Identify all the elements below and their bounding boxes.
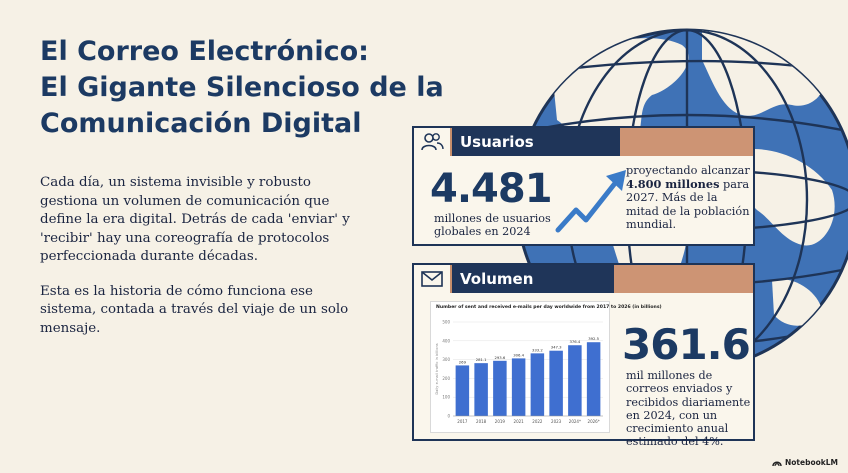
notebooklm-logo-icon (772, 461, 782, 466)
bar (568, 345, 582, 416)
bar (493, 360, 507, 416)
title-line-2: El Gigante Silencioso de la (40, 72, 444, 103)
projection-suffix: para 2027. Más de la mitad de la poblaci… (626, 177, 750, 232)
y-tick-label: 200 (442, 376, 450, 381)
chart-title: Number of sent and received e-mails per … (436, 305, 662, 310)
bar-value-label: 269 (459, 359, 467, 364)
intro-paragraph-1: Cada día, un sistema invisible y robusto… (40, 175, 350, 264)
envelope-icon (414, 265, 452, 293)
y-axis-label: Daily e-mail traffic in billions (435, 343, 439, 394)
volume-card-header: Volumen (414, 265, 753, 293)
page-title: El Correo Electrónico: El Gigante Silenc… (40, 34, 444, 142)
users-projection: proyectando alcanzar 4.800 millones para… (626, 164, 750, 232)
bar (455, 365, 470, 416)
bar-value-label: 347.3 (551, 345, 562, 350)
users-card-title: Usuarios (452, 128, 620, 156)
projection-prefix: proyectando alcanzar (626, 164, 750, 177)
bar-value-label: 293.6 (494, 355, 505, 360)
bar-value-label: 392.5 (588, 336, 599, 341)
bar (474, 363, 488, 416)
volume-card-accent (614, 265, 753, 293)
trend-arrow-icon (555, 170, 626, 233)
bar-value-label: 306.4 (513, 352, 524, 357)
y-tick-label: 300 (442, 357, 450, 362)
x-tick-label: 2021 (514, 419, 525, 424)
x-tick-label: 2023 (551, 419, 562, 424)
users-number: 4.481 (430, 166, 553, 212)
users-card-header: Usuarios (414, 128, 753, 156)
bar-value-label: 376.4 (569, 339, 580, 344)
x-tick-label: 2019 (495, 419, 506, 424)
title-line-3: Comunicación Digital (40, 108, 362, 139)
bar-value-label: 281.1 (476, 357, 487, 362)
x-tick-label: 2022 (532, 419, 543, 424)
y-tick-label: 400 (442, 338, 450, 343)
volume-number: 361.6 (622, 320, 751, 369)
bar-value-label: 333.2 (532, 347, 543, 352)
chart-plot: 0 100 200 300 400 500 Daily e-mail traffic in … (435, 320, 603, 424)
y-tick-label: 100 (442, 395, 450, 400)
email-volume-chart: Number of sent and received e-mails per … (430, 301, 662, 433)
x-tick-label: 2017 (457, 419, 468, 424)
intro-paragraph-2: Esta es la historia de cómo funciona ese… (40, 283, 349, 336)
y-tick-label: 500 (442, 320, 450, 325)
projection-highlight: 4.800 millones (626, 176, 720, 191)
title-line-1: El Correo Electrónico: (40, 36, 369, 67)
bar (549, 350, 563, 416)
bar (511, 358, 526, 416)
bar (586, 342, 601, 416)
users-icon (414, 128, 452, 156)
users-card-accent (620, 128, 753, 156)
y-tick-label: 0 (447, 414, 450, 419)
volume-card-title: Volumen (452, 265, 614, 293)
brand-name: NotebookLM (784, 458, 838, 467)
intro-text: Cada día, un sistema invisible y robusto… (40, 174, 350, 354)
users-number-caption: millones de usuarios globales en 2024 (434, 212, 551, 238)
volume-number-caption: mil millones de correos enviados y recib… (626, 369, 751, 449)
bar (530, 353, 545, 416)
x-tick-label: 2026* (588, 419, 600, 424)
volume-card: Volumen Number of sent and received e-ma… (412, 263, 755, 448)
x-tick-label: 2018 (476, 419, 487, 424)
x-tick-label: 2024* (569, 419, 581, 424)
brand-badge: NotebookLM (772, 458, 838, 467)
users-card: Usuarios 4.481 millones de usuarios glob… (412, 126, 755, 246)
